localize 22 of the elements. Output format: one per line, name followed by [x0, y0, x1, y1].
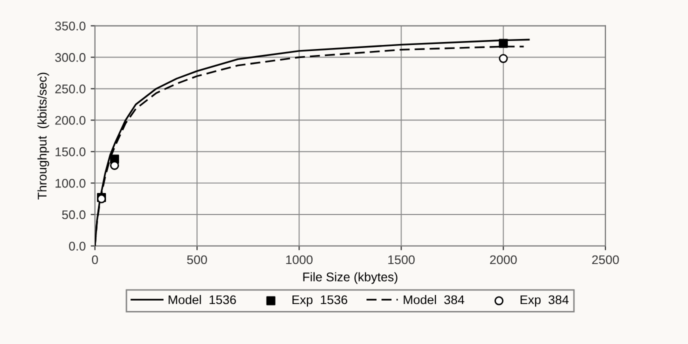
y-tick-label: 300.0 — [55, 53, 86, 62]
point — [498, 38, 508, 48]
legend-label: Model 1536 — [168, 294, 236, 304]
y-tick-label: 200.0 — [55, 116, 86, 125]
x-tick-label: 500 — [187, 255, 207, 264]
y-tick-label: 350.0 — [55, 22, 86, 30]
x-tick-label: 1000 — [286, 255, 313, 264]
x-tick-label: 2000 — [490, 255, 517, 264]
x-tick-label: 0 — [92, 255, 98, 264]
y-tick-label: 150.0 — [56, 147, 86, 156]
y-tick-label: 0.0 — [69, 242, 86, 251]
x-tick-label: 2500 — [592, 255, 619, 264]
legend-label: Exp 384 — [520, 295, 569, 307]
point — [498, 54, 508, 64]
x-tick-label: 1500 — [388, 255, 415, 264]
y-tick-label: 250.0 — [55, 84, 86, 94]
y-tick-label: 100.0 — [56, 178, 86, 188]
legend-label: Exp 1536 — [292, 295, 348, 307]
y-tick-label: 50.0 — [62, 210, 86, 220]
y-axis-title: Throughput (kbits/sec) — [37, 72, 50, 200]
legend-label: Model 384 — [404, 294, 464, 304]
x-axis-title: File Size (kbytes) — [303, 272, 398, 284]
